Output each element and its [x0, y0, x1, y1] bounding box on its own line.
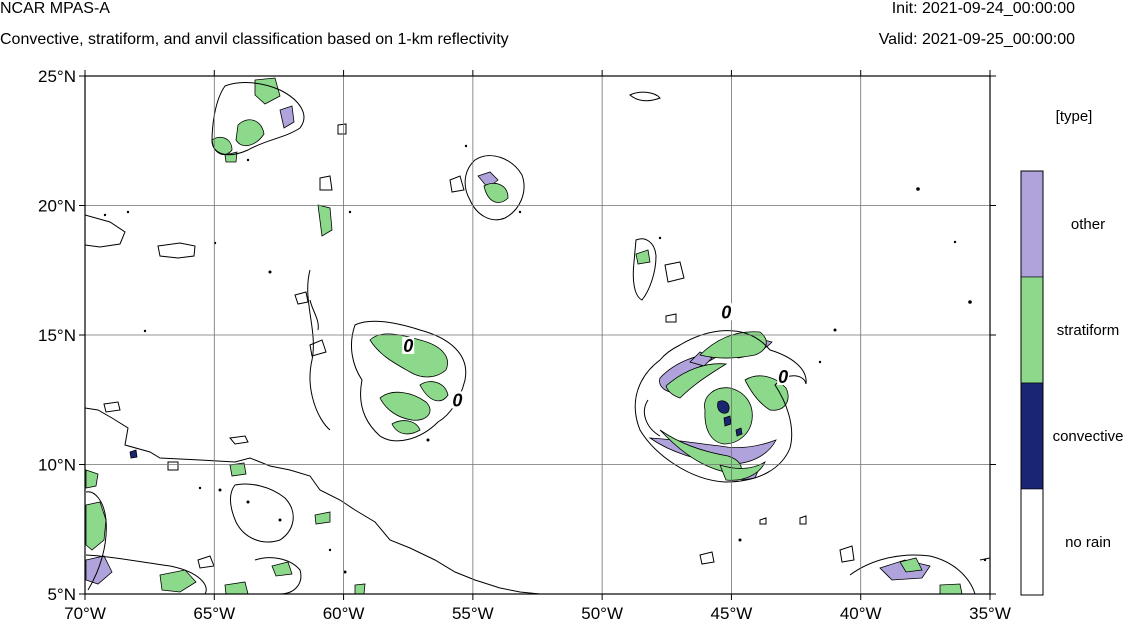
lat-tick-label: 5°N [47, 585, 76, 604]
contour-label-bg [402, 336, 415, 354]
contour-label-bg [777, 368, 790, 386]
tick-labels: 70°W 65°W 60°W 55°W 50°W 45°W 40°W 35°W 25°N 20°N… [38, 67, 1011, 623]
lon-tick-label: 50°W [581, 604, 623, 623]
grid-lines [85, 76, 990, 594]
lon-tick-label: 60°W [323, 604, 365, 623]
lon-tick-label: 70°W [64, 604, 106, 623]
legend-label: other [1071, 216, 1105, 233]
contour-labels: 0 0 0 0 [402, 302, 790, 410]
contour-label: 0 [778, 367, 788, 387]
legend-swatch [1020, 488, 1044, 596]
lon-tick-label: 40°W [840, 604, 882, 623]
legend-frame [1020, 170, 1044, 596]
model-title: NCAR MPAS-A [0, 0, 110, 17]
legend-title: [type] [1056, 108, 1093, 125]
contour-label: 0 [721, 302, 731, 322]
contour-label: 0 [452, 390, 462, 410]
init-time: Init: 2021-09-24_00:00:00 [891, 0, 1075, 17]
lat-tick-label: 15°N [38, 326, 76, 345]
legend-label: stratiform [1057, 322, 1120, 339]
plot-subtitle: Convective, stratiform, and anvil classi… [0, 31, 509, 48]
lon-tick-label: 55°W [452, 604, 494, 623]
map-features: 0 0 0 0 [85, 76, 990, 594]
lat-tick-label: 25°N [38, 67, 76, 86]
valid-time: Valid: 2021-09-25_00:00:00 [878, 31, 1075, 48]
lon-tick-label: 65°W [193, 604, 235, 623]
coastline [85, 214, 541, 594]
legend-swatch [1020, 382, 1044, 490]
lat-tick-label: 20°N [38, 197, 76, 216]
legend-label: no rain [1065, 534, 1111, 551]
lon-tick-label: 35°W [969, 604, 1011, 623]
precip-convective [129, 400, 743, 459]
legend-label: convective [1053, 428, 1124, 445]
scattered-cells [103, 144, 987, 574]
legend-swatch [1020, 276, 1044, 384]
precip-stratiform [85, 77, 963, 594]
legend-swatch [1020, 170, 1044, 278]
contour-label: 0 [403, 336, 413, 356]
contour-label-bg [720, 303, 733, 321]
tick-marks [79, 70, 996, 600]
contour-label-bg [451, 391, 464, 409]
lat-tick-label: 10°N [38, 456, 76, 475]
legend: [type] other stratiform convective no rain [1020, 108, 1124, 596]
lon-tick-label: 45°W [711, 604, 753, 623]
